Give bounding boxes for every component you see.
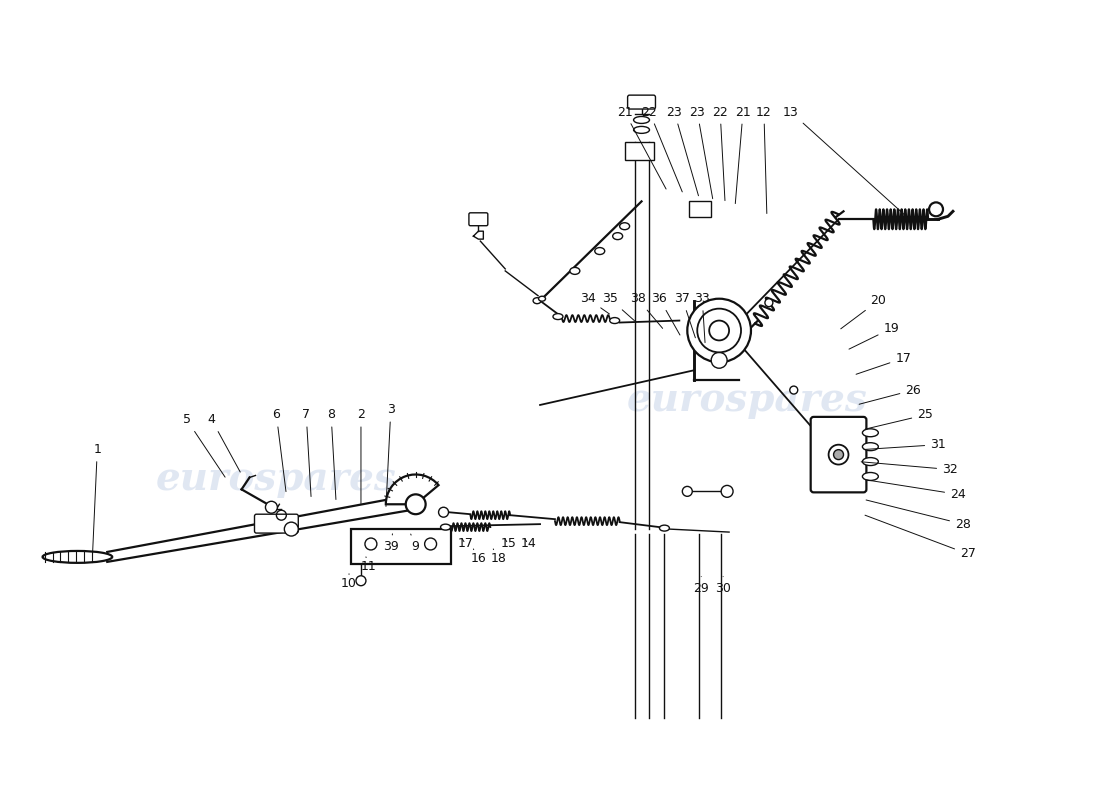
Ellipse shape: [862, 442, 878, 450]
Text: 13: 13: [783, 106, 904, 214]
Circle shape: [688, 298, 751, 362]
Circle shape: [425, 538, 437, 550]
Text: 15: 15: [500, 538, 516, 550]
Ellipse shape: [634, 126, 649, 134]
Circle shape: [764, 298, 773, 306]
FancyBboxPatch shape: [254, 514, 298, 533]
Text: 28: 28: [866, 500, 971, 530]
Text: 39: 39: [383, 534, 398, 554]
Text: 24: 24: [866, 480, 966, 501]
Text: 20: 20: [840, 294, 887, 329]
Text: 32: 32: [861, 462, 958, 476]
Bar: [690, 202, 712, 218]
Ellipse shape: [43, 551, 112, 563]
Text: 31: 31: [865, 438, 946, 451]
Ellipse shape: [862, 429, 878, 437]
Text: 9: 9: [410, 534, 419, 554]
Text: 17: 17: [458, 538, 473, 550]
Circle shape: [828, 445, 848, 465]
Text: 10: 10: [341, 574, 358, 590]
Circle shape: [722, 486, 733, 498]
Ellipse shape: [609, 318, 619, 323]
Circle shape: [365, 538, 377, 550]
Circle shape: [284, 522, 298, 536]
Text: 2: 2: [358, 408, 365, 503]
Text: 33: 33: [694, 292, 711, 342]
Bar: [625, 142, 654, 160]
Text: 29: 29: [693, 577, 710, 595]
Text: 6: 6: [273, 408, 286, 491]
Text: 19: 19: [849, 322, 899, 349]
Text: 21: 21: [617, 106, 667, 189]
FancyBboxPatch shape: [628, 95, 656, 109]
Circle shape: [697, 309, 741, 352]
Text: 12: 12: [756, 106, 772, 214]
Circle shape: [356, 576, 366, 586]
Text: 37: 37: [674, 292, 695, 338]
FancyBboxPatch shape: [811, 417, 867, 492]
Text: 17: 17: [856, 352, 911, 374]
Text: 5: 5: [183, 414, 226, 477]
Text: 8: 8: [327, 408, 336, 499]
Text: 7: 7: [302, 408, 311, 497]
Text: 11: 11: [361, 557, 377, 574]
Circle shape: [439, 507, 449, 517]
Text: 22: 22: [713, 106, 728, 201]
Ellipse shape: [570, 267, 580, 274]
Ellipse shape: [619, 222, 629, 230]
Text: 22: 22: [641, 106, 682, 192]
Wedge shape: [386, 474, 439, 504]
Text: 16: 16: [471, 549, 486, 566]
Ellipse shape: [634, 117, 649, 123]
Text: 36: 36: [651, 292, 680, 335]
Ellipse shape: [534, 298, 541, 304]
Text: eurospares: eurospares: [156, 461, 397, 498]
Text: 23: 23: [690, 106, 713, 198]
Circle shape: [834, 450, 844, 459]
Circle shape: [790, 386, 798, 394]
Circle shape: [265, 502, 277, 514]
Ellipse shape: [441, 524, 451, 530]
Ellipse shape: [613, 233, 623, 240]
Text: 38: 38: [629, 292, 662, 328]
Circle shape: [712, 352, 727, 368]
Ellipse shape: [862, 473, 878, 481]
Bar: [351, 529, 451, 564]
Text: eurospares: eurospares: [627, 381, 868, 419]
Text: 4: 4: [208, 414, 240, 472]
Text: 35: 35: [602, 292, 635, 321]
Ellipse shape: [659, 525, 670, 531]
Text: 23: 23: [667, 106, 698, 196]
Text: 18: 18: [491, 549, 506, 566]
Circle shape: [406, 494, 426, 514]
Text: 30: 30: [715, 577, 732, 595]
Circle shape: [710, 321, 729, 341]
Text: 27: 27: [865, 515, 976, 561]
Text: 25: 25: [865, 408, 933, 429]
Text: 3: 3: [386, 403, 395, 506]
Text: 26: 26: [859, 383, 921, 404]
FancyBboxPatch shape: [469, 213, 487, 226]
Ellipse shape: [539, 296, 546, 301]
Ellipse shape: [553, 314, 563, 319]
Text: 1: 1: [92, 443, 101, 556]
Circle shape: [682, 486, 692, 496]
Ellipse shape: [862, 458, 878, 466]
Text: 14: 14: [520, 538, 536, 550]
Text: 21: 21: [735, 106, 751, 203]
Text: 34: 34: [580, 292, 609, 314]
Ellipse shape: [595, 247, 605, 254]
